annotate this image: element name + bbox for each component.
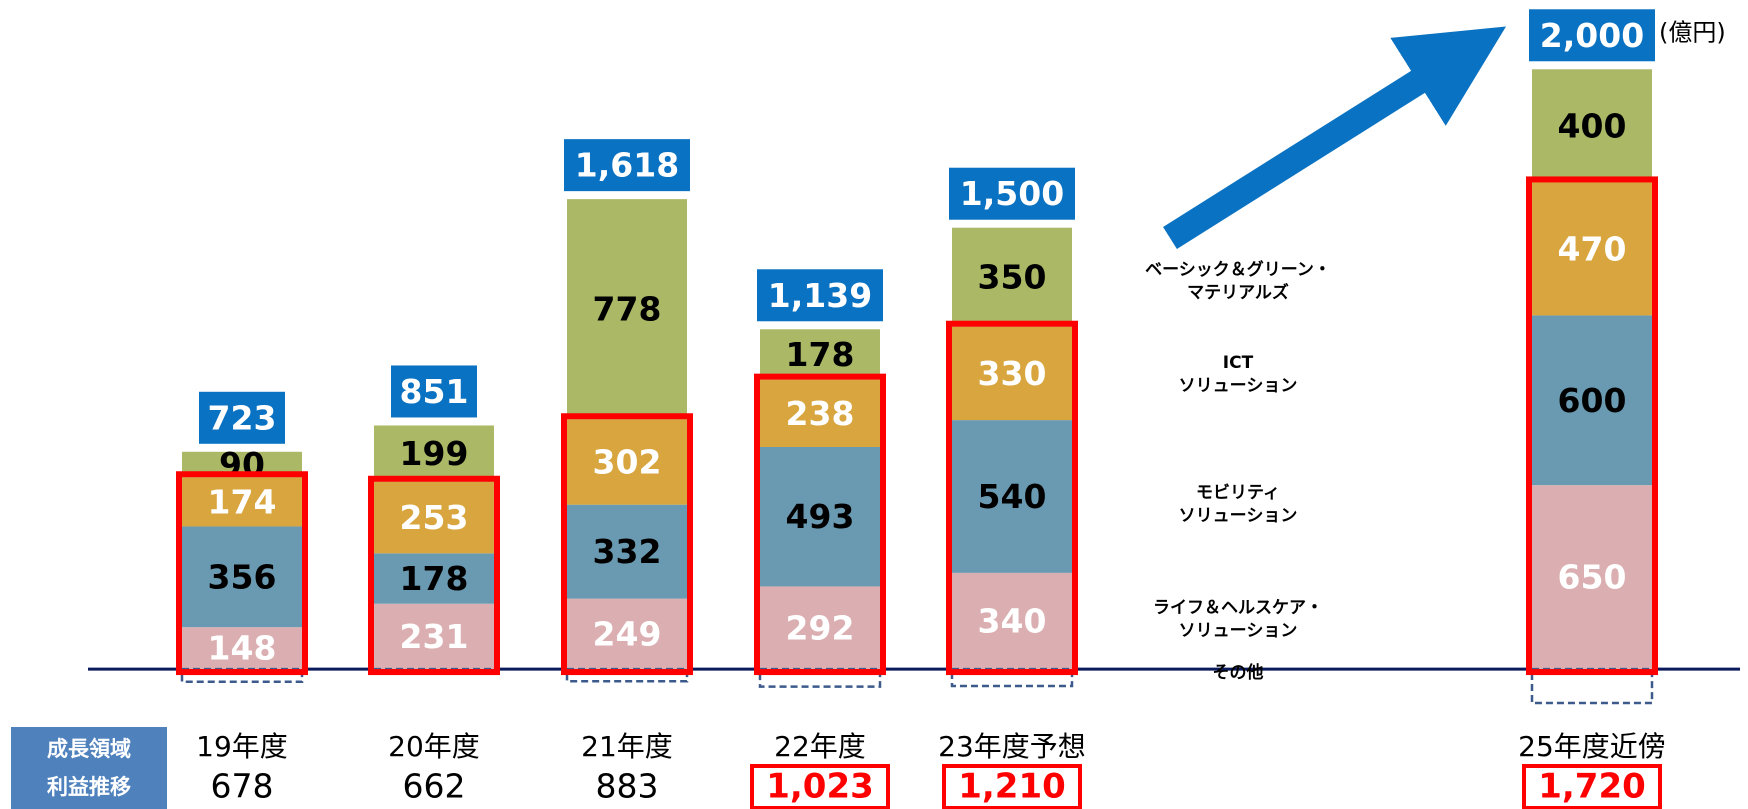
bar-segment bbox=[567, 598, 687, 670]
segment-label: 238 bbox=[786, 394, 855, 433]
segment-label: 178 bbox=[786, 335, 855, 374]
bar-segment bbox=[1532, 182, 1652, 316]
segment-label: 249 bbox=[593, 614, 662, 653]
total-box bbox=[949, 167, 1075, 220]
legend-entry: ライフ＆ヘルスケア・ ソリューション bbox=[1153, 598, 1323, 641]
legend-entry: ベーシック＆グリーン・ マテリアルズ bbox=[1145, 260, 1331, 303]
segment-label: 174 bbox=[208, 482, 277, 521]
segment-label: 253 bbox=[400, 498, 469, 537]
bar-segment bbox=[760, 379, 880, 447]
bar-segment bbox=[760, 586, 880, 670]
segment-label: 650 bbox=[1558, 558, 1627, 597]
growth-outline bbox=[561, 413, 693, 676]
bar-segment bbox=[1532, 315, 1652, 486]
total-label: 723 bbox=[208, 398, 277, 437]
total-box bbox=[1529, 9, 1655, 62]
segment-label: 340 bbox=[978, 601, 1047, 640]
total-label: 851 bbox=[400, 372, 469, 411]
segment-label: 199 bbox=[400, 434, 469, 473]
bar-segment bbox=[374, 481, 494, 554]
growth-profit-value: 1,023 bbox=[766, 767, 874, 807]
bar-segment bbox=[1532, 485, 1652, 670]
x-tick-label: 19年度 bbox=[196, 730, 288, 763]
x-tick-label: 20年度 bbox=[388, 730, 480, 763]
bar-segment bbox=[760, 329, 880, 380]
legend-entry: その他 bbox=[1212, 663, 1264, 683]
bar-segment bbox=[952, 420, 1072, 573]
bar-segment bbox=[182, 477, 302, 527]
x-tick-label: 22年度 bbox=[774, 730, 866, 763]
bar-segment bbox=[952, 326, 1072, 421]
growth-profit-value: 1,210 bbox=[958, 767, 1066, 807]
segment-label: 292 bbox=[786, 608, 855, 647]
growth-profit-value: 883 bbox=[596, 767, 659, 806]
total-box bbox=[391, 365, 477, 418]
total-box bbox=[199, 391, 285, 444]
segment-label: 90 bbox=[219, 445, 265, 484]
bar-segment bbox=[182, 526, 302, 628]
segment-label: 178 bbox=[400, 559, 469, 598]
growth-outline bbox=[176, 471, 308, 676]
growth-profit-highlight bbox=[750, 764, 890, 809]
x-tick-label: 23年度予想 bbox=[938, 730, 1086, 763]
segment-label: 231 bbox=[400, 617, 469, 656]
total-label: 1,500 bbox=[960, 174, 1064, 213]
growth-arrow bbox=[1163, 26, 1507, 250]
segment-label: 600 bbox=[1558, 381, 1627, 420]
x-tick-label: 25年度近傍 bbox=[1518, 730, 1666, 763]
bar-segment bbox=[567, 504, 687, 599]
legend-entry: モビリティ ソリューション bbox=[1178, 483, 1298, 526]
segment-label: 302 bbox=[593, 442, 662, 481]
total-label: 1,618 bbox=[575, 146, 679, 185]
bar-segment bbox=[952, 572, 1072, 670]
growth-profit-value: 678 bbox=[211, 767, 274, 806]
total-label: 1,139 bbox=[768, 276, 872, 315]
growth-profit-value: 662 bbox=[403, 767, 466, 806]
segment-label: 148 bbox=[208, 629, 277, 668]
segment-label: 400 bbox=[1558, 106, 1627, 145]
segment-label: 470 bbox=[1558, 229, 1627, 268]
growth-outline bbox=[1526, 176, 1658, 676]
growth-outline bbox=[946, 320, 1078, 676]
total-label: 2,000 bbox=[1540, 16, 1644, 55]
bar-segment bbox=[567, 199, 687, 420]
total-box bbox=[757, 269, 883, 322]
growth-profit-value: 1,720 bbox=[1538, 767, 1646, 807]
x-tick-label: 21年度 bbox=[581, 730, 673, 763]
bar-segment bbox=[182, 627, 302, 670]
total-box bbox=[564, 139, 690, 192]
growth-profit-highlight bbox=[1522, 764, 1662, 809]
other-segment bbox=[758, 667, 882, 688]
segment-label: 778 bbox=[593, 290, 662, 329]
segment-label: 493 bbox=[786, 497, 855, 536]
bar-segment bbox=[760, 446, 880, 587]
growth-profit-highlight bbox=[942, 764, 1082, 809]
unit-label: (億円) bbox=[1659, 18, 1726, 46]
segment-label: 330 bbox=[978, 354, 1047, 393]
growth-outline bbox=[754, 373, 886, 676]
bar-segment bbox=[567, 419, 687, 505]
bar-segment bbox=[1532, 69, 1652, 183]
growth-profit-label: 成長領域 利益推移 bbox=[11, 727, 167, 809]
segment-label: 332 bbox=[593, 532, 662, 571]
segment-label: 356 bbox=[208, 557, 277, 596]
segment-label: 540 bbox=[978, 477, 1047, 516]
bar-segment bbox=[374, 553, 494, 604]
segment-label: 350 bbox=[978, 258, 1047, 297]
growth-outline bbox=[368, 475, 500, 676]
bar-segment bbox=[374, 603, 494, 670]
bar-segment bbox=[952, 227, 1072, 327]
bar-segment bbox=[374, 425, 494, 482]
legend-entry: ICT ソリューション bbox=[1178, 353, 1298, 396]
